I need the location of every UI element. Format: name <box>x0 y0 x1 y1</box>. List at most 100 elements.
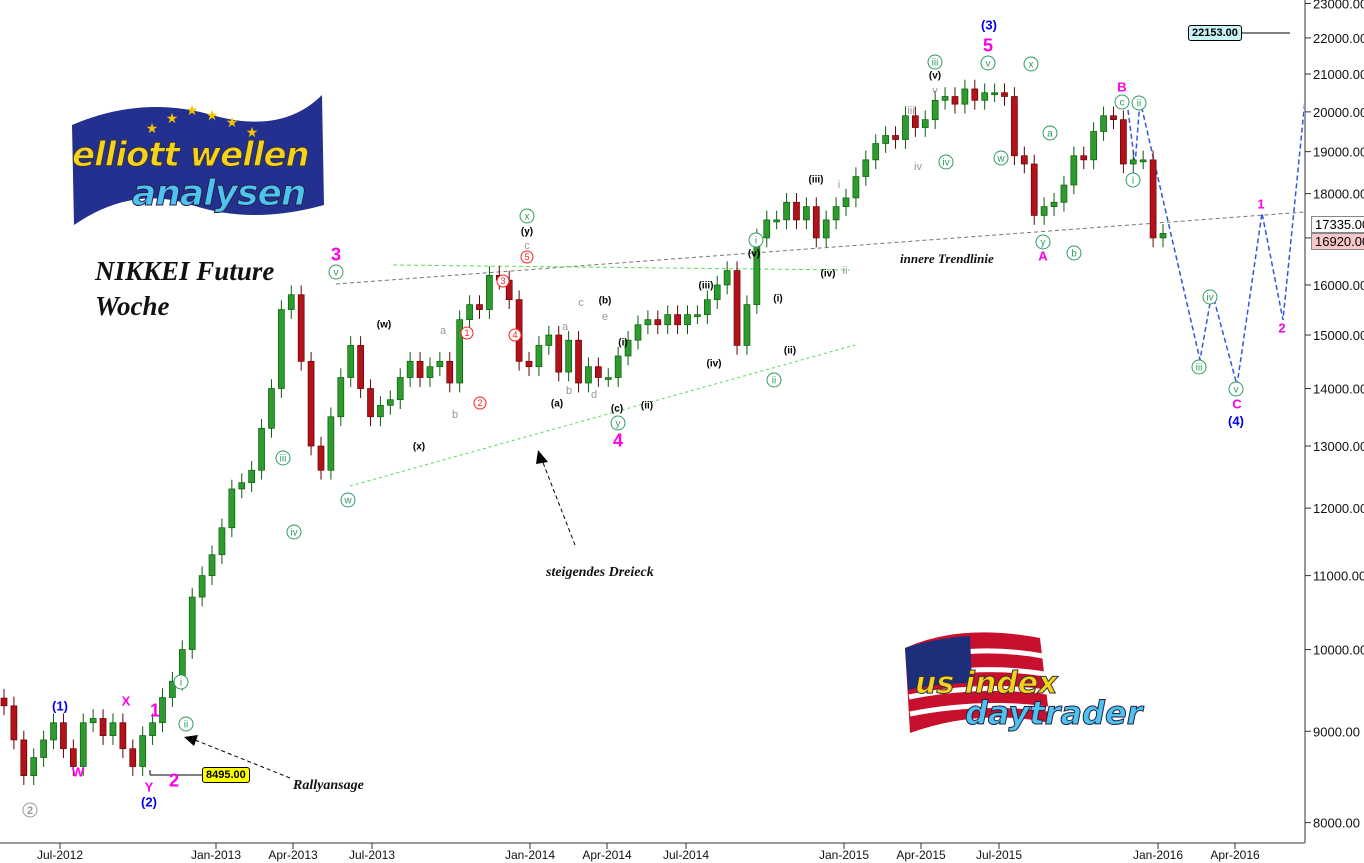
wave-label-circle <box>1114 94 1130 110</box>
wave-label-circle <box>173 674 189 690</box>
candle <box>10 705 18 741</box>
candle <box>129 748 137 767</box>
x-tick-label: Apr-2013 <box>268 848 318 862</box>
candle <box>198 575 206 598</box>
wave-label: (2) <box>141 795 157 810</box>
trend-line <box>349 344 856 487</box>
candle <box>69 748 77 767</box>
candle <box>981 92 989 101</box>
candle <box>595 366 602 378</box>
candle <box>634 324 642 341</box>
wave-label: (v) <box>748 249 760 260</box>
us-index-daytrader-logo: us index daytrader <box>900 628 1180 748</box>
candle <box>1110 115 1117 121</box>
candle <box>852 176 860 199</box>
arrow-head-icon <box>536 450 548 464</box>
wave-label: iv <box>1206 293 1213 304</box>
wave-label-circle <box>1228 381 1244 397</box>
wave-label: i <box>180 678 182 689</box>
candle <box>1080 155 1088 161</box>
chart-subtitle: Woche <box>95 291 170 321</box>
wave-label: B <box>1117 80 1126 95</box>
wave-label: b <box>1071 249 1077 260</box>
wave-label: i <box>838 179 840 191</box>
wave-projection-line <box>1127 99 1306 386</box>
candle <box>89 718 97 724</box>
last-price-tag: 17335.00 <box>1311 216 1364 233</box>
candle <box>575 339 582 384</box>
candle <box>476 304 483 310</box>
candle <box>773 219 781 223</box>
candle <box>119 722 127 750</box>
candle <box>684 314 691 326</box>
trend-line <box>335 211 1306 285</box>
wave-label: v <box>932 85 938 97</box>
candle <box>803 206 810 221</box>
candle <box>585 366 592 384</box>
candle <box>486 274 493 310</box>
wave-label: a <box>440 325 447 337</box>
candle <box>0 697 8 707</box>
wave-label: (i) <box>618 338 627 349</box>
candle <box>902 115 909 140</box>
wave-label: 4 <box>512 330 517 340</box>
svg-text:★: ★ <box>206 108 219 124</box>
wave-label: (b) <box>599 296 612 307</box>
x-tick-label: Apr-2016 <box>1210 848 1260 862</box>
wave-label: iv <box>914 161 922 173</box>
svg-text:★: ★ <box>186 103 199 119</box>
candle <box>1040 206 1048 216</box>
wave-label-circle <box>178 716 194 732</box>
candle <box>832 206 840 221</box>
x-tick-label: Apr-2014 <box>582 848 632 862</box>
candle <box>703 299 711 315</box>
wave-label: (ii) <box>784 346 796 357</box>
candle <box>921 119 929 128</box>
y-tick-label: 19000.00 <box>1313 145 1364 160</box>
candle <box>783 201 790 221</box>
candle <box>842 197 850 207</box>
svg-text:★: ★ <box>246 125 259 141</box>
x-tick-label: Jan-2015 <box>819 848 869 862</box>
wave-label-circle <box>496 274 510 288</box>
wave-label: y <box>1041 238 1046 249</box>
y-tick-label: 11000.00 <box>1313 569 1364 584</box>
candle <box>79 722 87 767</box>
candle <box>347 345 355 378</box>
candle <box>822 219 830 239</box>
wave-label: iv <box>290 528 297 539</box>
wave-label: i <box>755 236 757 247</box>
candle <box>357 345 364 389</box>
candle <box>654 319 662 326</box>
wave-label-circle <box>275 450 291 466</box>
wave-label: x <box>1029 60 1034 71</box>
y-tick-label: 23000.00 <box>1313 0 1364 11</box>
candle <box>644 319 652 326</box>
wave-label: 5 <box>983 35 993 55</box>
candle <box>278 309 285 389</box>
wave-label: W <box>72 765 85 780</box>
candle <box>872 143 880 161</box>
wave-label: c <box>1120 98 1125 109</box>
candle <box>931 99 939 121</box>
candle <box>694 314 701 317</box>
chart-title: NIKKEI Future <box>95 256 275 286</box>
y-tick-label: 8000.00 <box>1313 816 1360 831</box>
wave-label-circle <box>980 55 996 71</box>
wave-label-circle <box>1125 172 1141 188</box>
candle <box>941 96 949 101</box>
candle <box>1001 92 1008 97</box>
x-tick-label: Apr-2015 <box>896 848 946 862</box>
candle <box>912 115 919 128</box>
logo-text-bottom: daytrader <box>964 694 1143 733</box>
wave-label: w <box>996 154 1005 165</box>
y-tick-label: 9000.00 <box>1313 724 1360 739</box>
wave-label: w <box>343 496 352 507</box>
wave-label: 5 <box>524 252 529 262</box>
wave-label: (3) <box>981 18 997 33</box>
wave-label: (1) <box>52 699 68 714</box>
candle <box>228 488 236 529</box>
wave-label-circle <box>519 208 535 224</box>
candle <box>386 399 394 406</box>
